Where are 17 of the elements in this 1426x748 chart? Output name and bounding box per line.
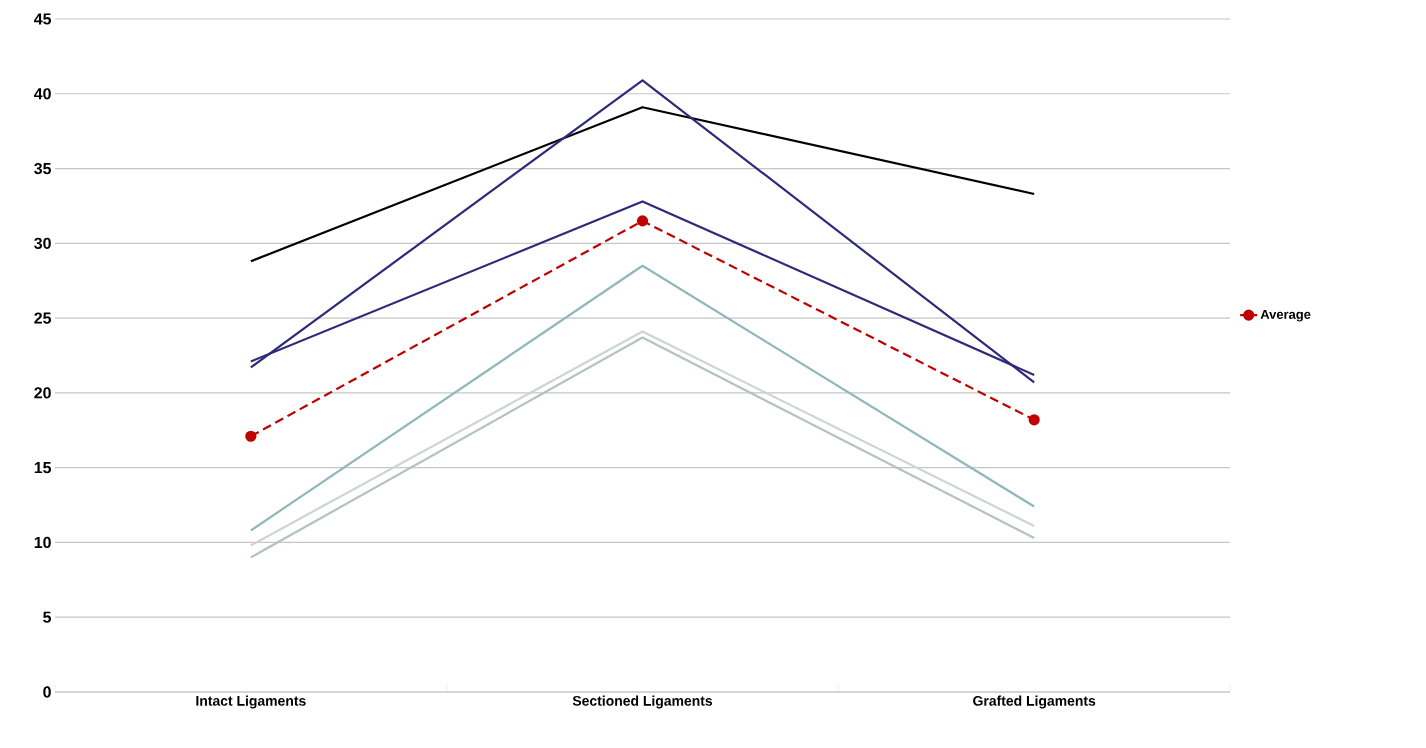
point	[1028, 414, 1040, 426]
y-tick-label: 30	[34, 237, 51, 249]
x-tick-label: Grafted Ligaments	[973, 695, 1096, 709]
y-tick-label: 5	[43, 611, 52, 623]
y-tick-label: 0	[43, 686, 51, 698]
point	[245, 430, 257, 442]
y-tick-label: 40	[33, 88, 51, 100]
y-tick-label: 25	[34, 312, 52, 324]
legend-label: Average	[1260, 309, 1311, 322]
x-tick-label: Intact Ligaments	[196, 695, 306, 709]
y-tick-label: 35	[34, 162, 52, 175]
x-tick-label: Sectioned Ligaments	[572, 695, 713, 709]
y-tick-label: 20	[34, 387, 51, 399]
y-tick-label: 45	[33, 13, 52, 25]
y-tick-label: 15	[34, 462, 52, 474]
y-tick-label: 10	[34, 536, 51, 549]
point	[636, 215, 649, 227]
